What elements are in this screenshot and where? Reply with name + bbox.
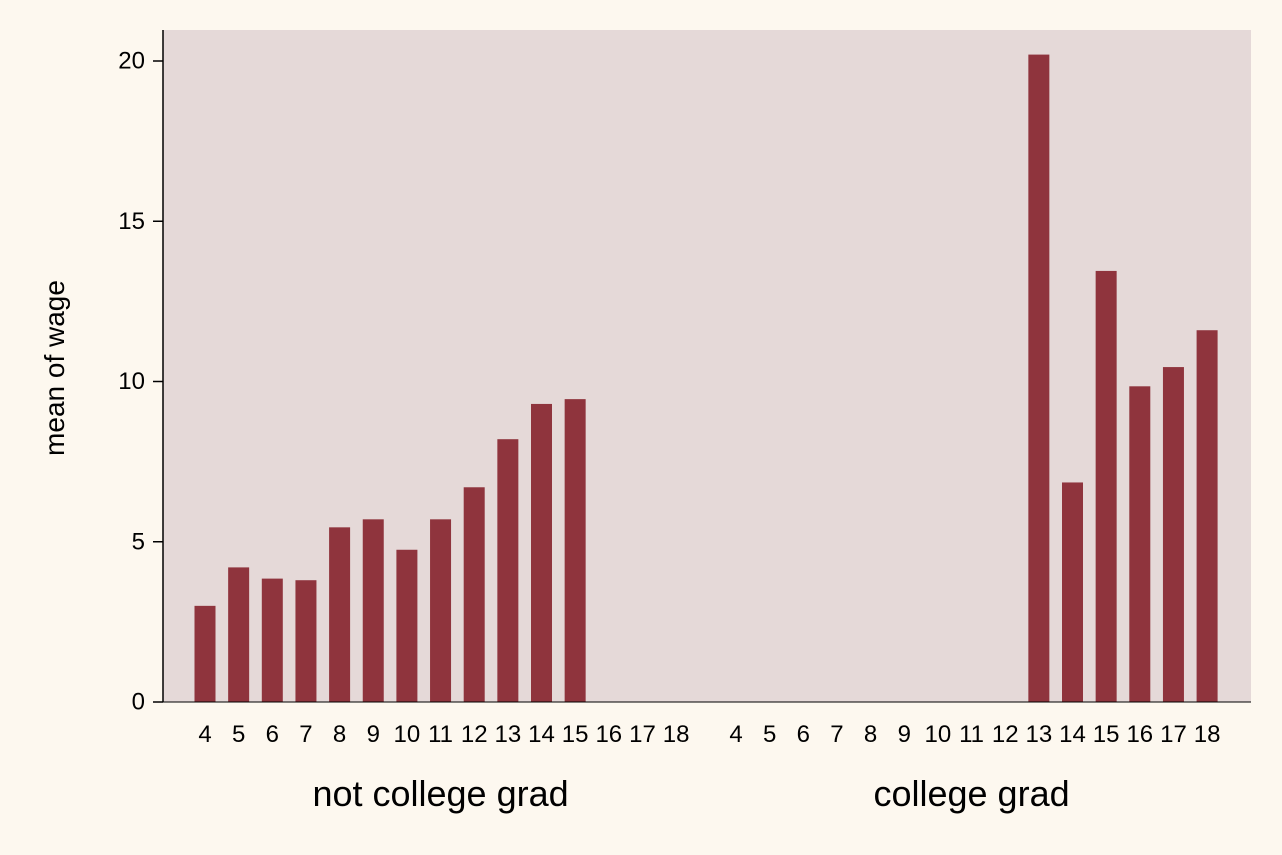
x-tick-label: 11 [428,721,453,748]
x-tick-label: 6 [797,721,810,748]
x-tick-label: 11 [959,721,984,748]
group-labels: not college grad college grad [312,773,1069,814]
x-tick-label: 10 [925,721,952,748]
x-tick-label: 15 [562,721,589,748]
x-tick-label: 18 [663,721,690,748]
y-tick-label: 0 [132,689,145,716]
x-tick-label: 4 [729,721,742,748]
bar [1196,330,1218,702]
x-tick-label: 4 [198,721,211,748]
x-tick-label: 5 [763,721,776,748]
x-axis-labels: 4 5 6 7 8 9 10 11 12 13 14 15 16 17 18 4 5 6 7 8 9 10 11 12 13 14… [198,721,1220,748]
bar [1129,386,1151,702]
y-axis: 0 5 10 15 20 [118,48,163,716]
x-tick-label: 13 [494,721,521,748]
y-tick-label: 10 [118,368,145,395]
x-tick-label: 14 [528,721,555,748]
group-label: not college grad [312,773,568,814]
bar [564,399,586,702]
bar [1028,54,1050,702]
x-tick-label: 8 [864,721,877,748]
group-label: college grad [873,773,1069,814]
x-tick-label: 17 [1160,721,1187,748]
x-tick-label: 14 [1059,721,1086,748]
bar [497,439,519,702]
x-tick-label: 5 [232,721,245,748]
x-tick-label: 16 [1126,721,1153,748]
bars [194,54,1218,702]
bar [194,605,216,702]
bar [1095,270,1117,702]
bar [1062,482,1083,702]
bar [362,519,384,702]
x-tick-label: 7 [830,721,843,748]
x-tick-label: 16 [595,721,622,748]
bar [329,527,351,702]
bar [261,578,283,702]
x-tick-label: 12 [992,721,1019,748]
bar [295,580,317,702]
bar [228,567,250,702]
x-tick-label: 8 [333,721,346,748]
x-tick-label: 7 [299,721,312,748]
x-tick-label: 10 [394,721,421,748]
y-tick-label: 15 [118,208,145,235]
x-tick-label: 12 [461,721,488,748]
bar [463,487,485,702]
x-tick-label: 9 [367,721,380,748]
plot-area [163,30,1251,702]
x-tick-label: 15 [1093,721,1120,748]
y-tick-label: 20 [118,48,145,75]
bar [1162,367,1184,702]
bar [531,403,552,702]
y-tick-label: 5 [132,528,145,555]
x-tick-label: 9 [898,721,911,748]
x-tick-label: 18 [1194,721,1221,748]
y-axis-title: mean of wage [39,280,70,456]
x-tick-label: 6 [266,721,279,748]
x-tick-label: 13 [1025,721,1052,748]
bar [430,519,452,702]
bar [396,549,418,702]
x-tick-label: 17 [629,721,656,748]
